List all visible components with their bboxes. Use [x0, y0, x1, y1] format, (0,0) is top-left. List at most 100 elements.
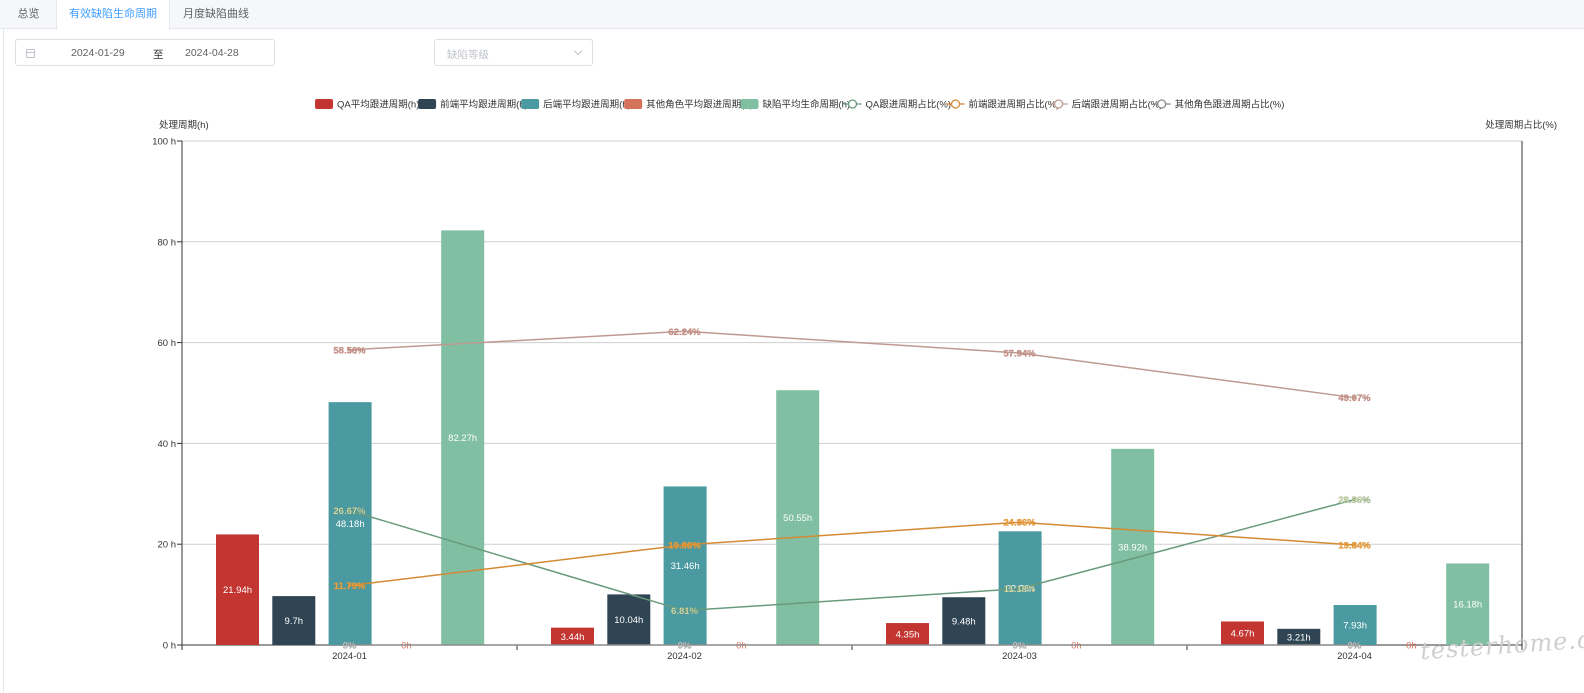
legend-label: 前端平均跟进周期(h): [440, 99, 528, 111]
bar-data-label: 3.21h: [1287, 632, 1311, 643]
series-point: [347, 348, 352, 352]
bar-data-label: 9.7h: [285, 616, 304, 627]
line-data-label: 6.81%: [671, 606, 698, 617]
bar: [216, 534, 259, 645]
range-separator: 至: [153, 49, 164, 61]
x-tick-label: 2024-04: [1337, 651, 1372, 662]
y-axis-right-title: 处理周期占比(%): [1485, 119, 1557, 131]
series-point: [1352, 543, 1357, 547]
bar: [607, 594, 651, 645]
y-tick-label: 40 h: [158, 439, 177, 450]
line-data-label: 24.36%: [1003, 518, 1036, 529]
bar: [1446, 563, 1490, 645]
defect-level-select[interactable]: 缺陷等级: [434, 39, 593, 66]
legend-label: 前端跟进周期占比(%): [969, 99, 1060, 111]
bar-data-label: 0h: [736, 641, 747, 652]
x-tick-label: 2024-01: [332, 651, 367, 662]
bar-data-label: 7.93h: [1343, 621, 1367, 632]
bar-data-label: 9.48h: [952, 617, 976, 628]
bar-data-label: 4.35h: [896, 630, 920, 641]
line-data-label: 11.18%: [1004, 584, 1036, 595]
bar: [441, 230, 485, 646]
tab-overview[interactable]: 总览: [17, 8, 40, 20]
legend-label: 后端跟进周期占比(%): [1072, 99, 1163, 111]
bar-data-label: 21.94h: [223, 585, 252, 596]
bar: [551, 627, 594, 645]
x-tick-label: 2024-02: [667, 651, 702, 662]
bar-data-label: 3.44h: [561, 632, 585, 643]
bar-data-label: 0h: [401, 641, 412, 652]
bar: [1221, 621, 1264, 645]
series-point: [682, 543, 687, 547]
y-tick-label: 0 h: [163, 641, 176, 652]
end-date-input[interactable]: 2024-04-28: [185, 47, 239, 59]
y-tick-label: 100 h: [152, 137, 176, 148]
tab-bar: 总览 有效缺陷生命周期 月度缺陷曲线: [0, 0, 1584, 30]
legend-label: 后端平均跟进周期(h): [543, 99, 631, 111]
line-data-label: 19.86%: [668, 540, 701, 551]
legend-marker: [1053, 99, 1064, 109]
legend-label: 其他角色跟进周期占比(%): [1175, 99, 1285, 111]
y-tick-label: 20 h: [158, 540, 177, 551]
line-data-label: 0%: [343, 641, 357, 652]
line-data-label: 0%: [678, 641, 692, 652]
series-point: [1017, 643, 1022, 647]
line-data-label: 11.79%: [334, 581, 366, 592]
bar: [1333, 605, 1377, 645]
legend-marker: [950, 99, 961, 109]
tab-defect-lifecycle[interactable]: 有效缺陷生命周期: [56, 0, 170, 30]
series-point: [682, 609, 687, 613]
series-point: [1352, 396, 1357, 400]
bar-data-label: 50.55h: [783, 513, 812, 524]
bar: [1111, 448, 1155, 645]
series-point: [347, 643, 352, 647]
line-data-label: 26.67%: [333, 506, 366, 517]
legend-label: QA平均跟进周期(h): [337, 99, 419, 111]
defect-level-placeholder: 缺陷等级: [447, 49, 489, 61]
bar-data-label: 10.04h: [614, 615, 643, 626]
bar-data-label: 4.67h: [1231, 629, 1255, 640]
series-point: [1352, 643, 1357, 647]
bar: [942, 597, 986, 645]
legend-swatch: [315, 99, 334, 109]
y-tick-label: 80 h: [158, 237, 177, 248]
x-tick-label: 2024-03: [1002, 651, 1037, 662]
line-data-label: 58.56%: [333, 345, 366, 356]
calendar-icon: [26, 49, 35, 58]
start-date-input[interactable]: 2024-01-29: [71, 47, 125, 59]
series-line: [349, 330, 1355, 399]
bar-data-label: 0h: [1406, 641, 1417, 652]
series-point: [1017, 520, 1022, 524]
bar-data-label: 31.46h: [671, 561, 700, 572]
line-data-label: 28.86%: [1338, 495, 1371, 506]
bar-data-label: 16.18h: [1453, 600, 1482, 611]
date-range-picker[interactable]: 2024-01-29 至 2024-04-28: [15, 39, 275, 66]
legend-label: QA跟进周期占比(%): [866, 99, 952, 111]
legend-swatch: [521, 99, 540, 109]
bar: [1277, 628, 1321, 645]
bar: [328, 402, 372, 645]
series-point: [1017, 351, 1022, 355]
legend-label: 其他角色平均跟进周期(h): [646, 99, 753, 111]
legend-swatch: [740, 99, 759, 109]
tab-monthly-defect-curve[interactable]: 月度缺陷曲线: [183, 8, 249, 20]
series-point: [347, 583, 352, 588]
series-point: [1017, 587, 1022, 591]
legend-label: 缺陷平均生命周期(h): [762, 99, 850, 111]
series-point: [347, 508, 352, 513]
series-point: [1352, 497, 1357, 502]
series-line: [349, 498, 1355, 612]
bar-data-label: 0h: [1071, 641, 1082, 652]
series-point: [682, 643, 687, 647]
series-point: [682, 329, 687, 333]
bar-data-label: 38.92h: [1118, 542, 1147, 553]
series-line: [349, 521, 1355, 587]
line-data-label: 62.24%: [668, 327, 701, 338]
legend-swatch: [624, 99, 643, 109]
y-tick-label: 60 h: [158, 338, 177, 349]
line-data-label: 57.94%: [1003, 348, 1036, 359]
legend-marker: [1156, 99, 1167, 109]
tab-content-panel: [3, 29, 1584, 693]
bar-data-label: 48.18h: [336, 519, 365, 530]
